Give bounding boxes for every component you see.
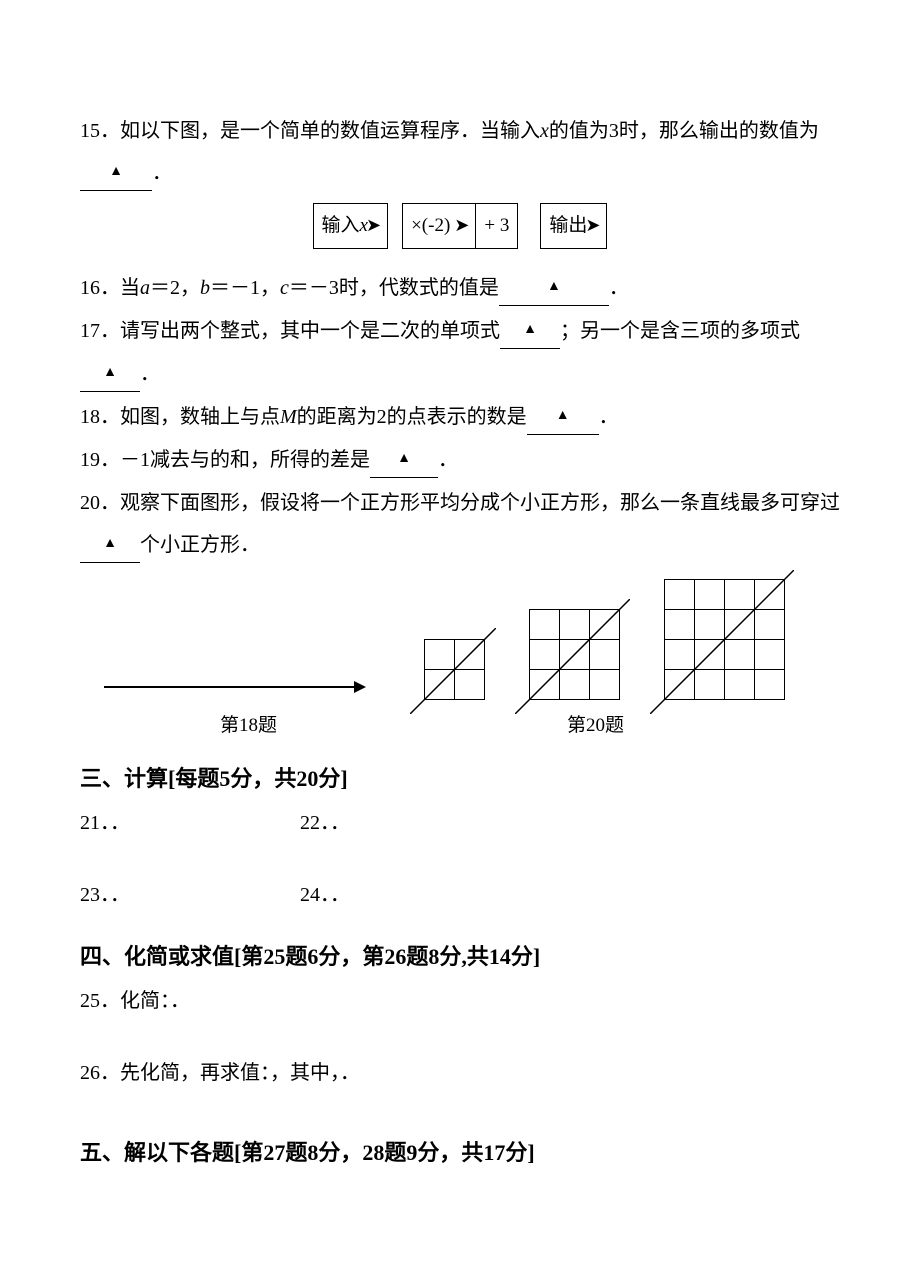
q16-a: 16．当 [80,277,140,299]
q21: 21．． [80,802,130,844]
q19-a: 19．－1减去与的和，所得的差是 [80,449,370,471]
number-line [104,686,364,688]
arrow-icon: ➤ [366,207,381,245]
blank-q19 [370,435,438,478]
q20-a: 20．观察下面图形，假设将一个正方形平均分成个小正方形，那么一条直线最多可穿过 [80,492,840,514]
grid-3x3 [529,609,620,700]
q20: 20．观察下面图形，假设将一个正方形平均分成个小正方形，那么一条直线最多可穿过个… [80,482,840,567]
flow-op1-box: ×(-2) ➤ [402,203,476,249]
q16: 16．当a＝2，b＝－1，c＝－3时，代数式的值是 ． [80,267,840,310]
flow-output-label: 输出 [549,206,587,246]
q17-a: 17．请写出两个整式，其中一个是二次的单项式 [80,320,500,342]
blank-q20 [80,520,140,563]
q19-tail: ． [438,449,458,471]
flow-op2: + 3 [484,206,509,246]
grids-container [424,579,785,700]
blank-q18 [527,392,599,435]
row-21-22: 21．． 22．． [80,802,840,844]
q15: 15．如以下图，是一个简单的数值运算程序．当输入x的值为3时，那么输出的数值为 ． [80,110,840,195]
q22: 22．． [300,802,350,844]
q16-tail: ． [609,277,629,299]
caption-q20: 第20题 [567,706,624,746]
blank-q16 [499,263,609,306]
q24: 24．． [300,874,350,916]
q18-m: M [280,406,297,428]
q25: 25．化简：． [80,980,840,1022]
flow-diagram: 输入x ➤ ×(-2) ➤ + 3 输出 ➤ [80,203,840,249]
grid-4x4 [664,579,785,700]
q18-tail: ． [599,406,619,428]
flow-input-box: 输入x ➤ [313,203,389,249]
flow-op2-box: + 3 [475,203,518,249]
q15-b: 的值为3时，那么输出的数值为 [549,120,819,142]
arrow-icon: ➤ [585,207,600,245]
q16-e1: ＝2， [150,277,200,299]
flow-input-label: 输入 [322,206,360,246]
q18-b: 的距离为2的点表示的数是 [297,406,527,428]
q23: 23．． [80,874,130,916]
caption-q18: 第18题 [220,706,277,746]
q17-tail: ． [140,363,160,385]
q17: 17．请写出两个整式，其中一个是二次的单项式 ；另一个是含三项的多项式 [80,310,840,353]
blank-q15 [80,148,152,191]
section3-title: 三、计算[每题5分，共20分] [80,756,840,802]
q15-a: 15．如以下图，是一个简单的数值运算程序．当输入 [80,120,540,142]
arrow-icon: ➤ [454,207,469,245]
q17-line2: ． [80,353,840,396]
figures-row [80,579,840,700]
flow-op1: ×(-2) [411,206,450,246]
q17-b: ；另一个是含三项的多项式 [560,320,800,342]
q16-e3: ＝－3时，代数式的值是 [289,277,499,299]
q15-var: x [540,120,549,142]
q16-v3: c [280,277,289,299]
q16-e2: ＝－1， [210,277,280,299]
q19: 19．－1减去与的和，所得的差是 ． [80,439,840,482]
q26: 26．先化简，再求值：，其中，． [80,1052,840,1094]
captions-row: 第18题 第20题 [80,706,840,746]
q20-b: 个小正方形． [140,534,260,556]
row-23-24: 23．． 24．． [80,874,840,916]
blank-q17a [500,306,560,349]
blank-q17b [80,349,140,392]
flow-output-box: 输出 ➤ [540,203,607,249]
q15-tail: ． [152,162,172,184]
grid-2x2 [424,639,485,700]
q16-v1: a [140,277,150,299]
q18: 18．如图，数轴上与点M的距离为2的点表示的数是 ． [80,396,840,439]
section4-title: 四、化简或求值[第25题6分，第26题8分,共14分] [80,934,840,980]
q18-a: 18．如图，数轴上与点 [80,406,280,428]
page: 15．如以下图，是一个简单的数值运算程序．当输入x的值为3时，那么输出的数值为 ．… [0,0,920,1277]
section5-title: 五、解以下各题[第27题8分，28题9分，共17分] [80,1130,840,1176]
q16-v2: b [200,277,210,299]
